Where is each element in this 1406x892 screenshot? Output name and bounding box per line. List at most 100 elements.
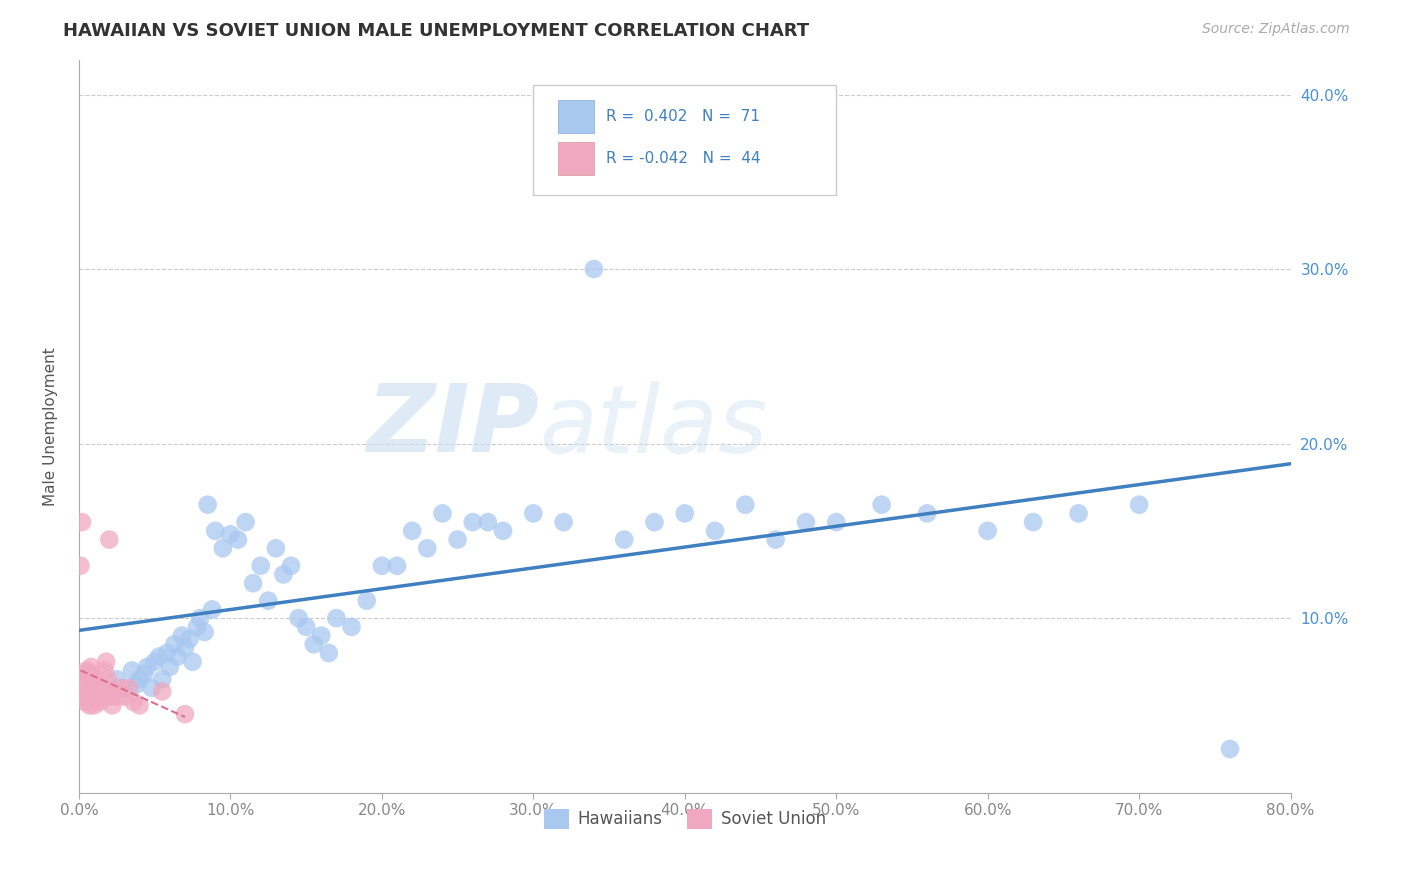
Legend: Hawaiians, Soviet Union: Hawaiians, Soviet Union bbox=[537, 802, 832, 836]
Point bbox=[318, 646, 340, 660]
Point bbox=[76, 664, 98, 678]
Point bbox=[73, 667, 96, 681]
Point bbox=[166, 649, 188, 664]
Point bbox=[76, 690, 98, 704]
Point bbox=[201, 602, 224, 616]
Point bbox=[82, 690, 104, 704]
Point bbox=[219, 527, 242, 541]
Point bbox=[79, 698, 101, 713]
Point bbox=[86, 684, 108, 698]
Point bbox=[446, 533, 468, 547]
Point bbox=[112, 690, 135, 704]
Point bbox=[143, 655, 166, 669]
Point bbox=[825, 515, 848, 529]
Point bbox=[257, 593, 280, 607]
Point bbox=[163, 637, 186, 651]
Point bbox=[69, 558, 91, 573]
Point bbox=[197, 498, 219, 512]
Text: R = -0.042   N =  44: R = -0.042 N = 44 bbox=[606, 151, 761, 166]
Point bbox=[84, 672, 107, 686]
Point bbox=[97, 672, 120, 686]
Point bbox=[89, 695, 111, 709]
Point bbox=[194, 625, 217, 640]
Point bbox=[765, 533, 787, 547]
Point bbox=[82, 681, 104, 695]
Point bbox=[249, 558, 271, 573]
Point bbox=[179, 632, 201, 646]
Point bbox=[80, 660, 103, 674]
Point bbox=[112, 681, 135, 695]
Point bbox=[82, 667, 104, 681]
Point bbox=[128, 672, 150, 686]
Text: HAWAIIAN VS SOVIET UNION MALE UNEMPLOYMENT CORRELATION CHART: HAWAIIAN VS SOVIET UNION MALE UNEMPLOYME… bbox=[63, 22, 810, 40]
Text: atlas: atlas bbox=[540, 381, 768, 472]
Point bbox=[492, 524, 515, 538]
Point bbox=[242, 576, 264, 591]
Point bbox=[132, 667, 155, 681]
Point bbox=[105, 672, 128, 686]
Point bbox=[96, 655, 118, 669]
Point bbox=[80, 681, 103, 695]
FancyBboxPatch shape bbox=[558, 142, 593, 175]
Point bbox=[1067, 507, 1090, 521]
Text: ZIP: ZIP bbox=[367, 380, 540, 472]
Point bbox=[108, 681, 131, 695]
Point bbox=[794, 515, 817, 529]
Point bbox=[522, 507, 544, 521]
Point bbox=[673, 507, 696, 521]
Point bbox=[70, 515, 93, 529]
Point bbox=[235, 515, 257, 529]
Point bbox=[98, 533, 121, 547]
Point bbox=[91, 681, 114, 695]
Point bbox=[77, 675, 100, 690]
Point bbox=[100, 690, 122, 704]
Point bbox=[226, 533, 249, 547]
Point bbox=[125, 677, 148, 691]
Point bbox=[148, 649, 170, 664]
Y-axis label: Male Unemployment: Male Unemployment bbox=[44, 347, 58, 506]
Point bbox=[582, 262, 605, 277]
Point bbox=[188, 611, 211, 625]
Point bbox=[976, 524, 998, 538]
Point bbox=[371, 558, 394, 573]
Point bbox=[1128, 498, 1150, 512]
Point bbox=[432, 507, 454, 521]
Point bbox=[174, 707, 197, 722]
Point bbox=[150, 684, 173, 698]
Point bbox=[141, 681, 163, 695]
FancyBboxPatch shape bbox=[558, 100, 593, 133]
Point bbox=[1022, 515, 1045, 529]
Point bbox=[136, 660, 159, 674]
Point bbox=[211, 541, 233, 556]
Point bbox=[704, 524, 727, 538]
Point bbox=[103, 684, 125, 698]
Point bbox=[159, 660, 181, 674]
Point bbox=[325, 611, 347, 625]
Point bbox=[416, 541, 439, 556]
Point bbox=[90, 684, 112, 698]
Point bbox=[204, 524, 226, 538]
Point bbox=[83, 675, 105, 690]
Text: Source: ZipAtlas.com: Source: ZipAtlas.com bbox=[1202, 22, 1350, 37]
Point bbox=[70, 690, 93, 704]
Point bbox=[295, 620, 318, 634]
Point bbox=[150, 672, 173, 686]
Point bbox=[287, 611, 309, 625]
Point bbox=[356, 593, 378, 607]
Point bbox=[86, 681, 108, 695]
Point bbox=[340, 620, 363, 634]
Point bbox=[553, 515, 575, 529]
Point bbox=[302, 637, 325, 651]
Point bbox=[77, 684, 100, 698]
Point bbox=[273, 567, 295, 582]
Point bbox=[72, 672, 94, 686]
Point bbox=[280, 558, 302, 573]
Point bbox=[915, 507, 938, 521]
Point bbox=[80, 672, 103, 686]
Point bbox=[264, 541, 287, 556]
Point bbox=[174, 640, 197, 655]
Point bbox=[105, 690, 128, 704]
Point bbox=[477, 515, 499, 529]
Point bbox=[311, 629, 333, 643]
Point bbox=[385, 558, 408, 573]
